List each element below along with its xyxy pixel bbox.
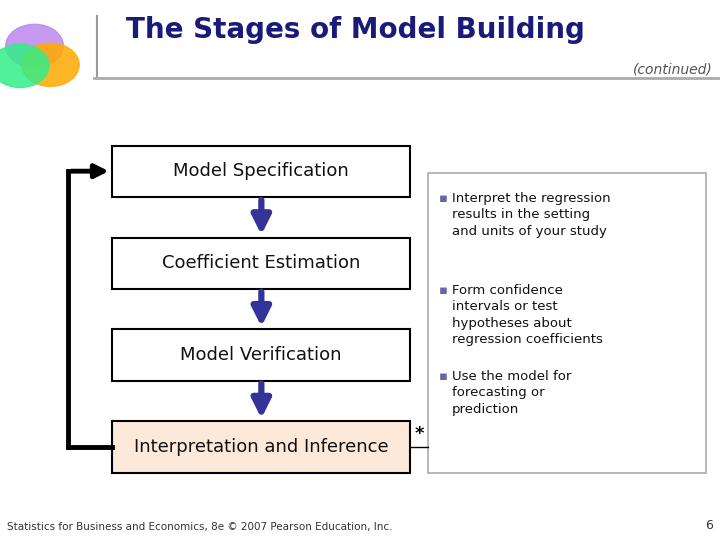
Text: ▪: ▪ [439, 192, 448, 205]
Text: (continued): (continued) [633, 62, 713, 76]
Text: ▪: ▪ [439, 284, 448, 296]
FancyBboxPatch shape [112, 146, 410, 197]
Circle shape [0, 44, 49, 87]
FancyBboxPatch shape [112, 238, 410, 289]
FancyBboxPatch shape [428, 173, 706, 472]
Text: Form confidence
intervals or test
hypotheses about
regression coefficients: Form confidence intervals or test hypoth… [452, 284, 603, 346]
Text: Interpretation and Inference: Interpretation and Inference [134, 438, 388, 456]
Text: The Stages of Model Building: The Stages of Model Building [126, 16, 585, 44]
FancyBboxPatch shape [112, 329, 410, 381]
Circle shape [6, 24, 63, 68]
Text: Interpret the regression
results in the setting
and units of your study: Interpret the regression results in the … [452, 192, 611, 238]
Text: Coefficient Estimation: Coefficient Estimation [162, 254, 360, 272]
Text: Model Specification: Model Specification [173, 163, 349, 180]
Circle shape [22, 43, 79, 86]
Text: Use the model for
forecasting or
prediction: Use the model for forecasting or predict… [452, 370, 572, 416]
Text: Statistics for Business and Economics, 8e © 2007 Pearson Education, Inc.: Statistics for Business and Economics, 8… [7, 522, 392, 532]
Text: *: * [414, 424, 424, 443]
FancyBboxPatch shape [112, 421, 410, 472]
Text: ▪: ▪ [439, 370, 448, 383]
Text: Model Verification: Model Verification [180, 346, 342, 364]
Text: 6: 6 [705, 519, 713, 532]
